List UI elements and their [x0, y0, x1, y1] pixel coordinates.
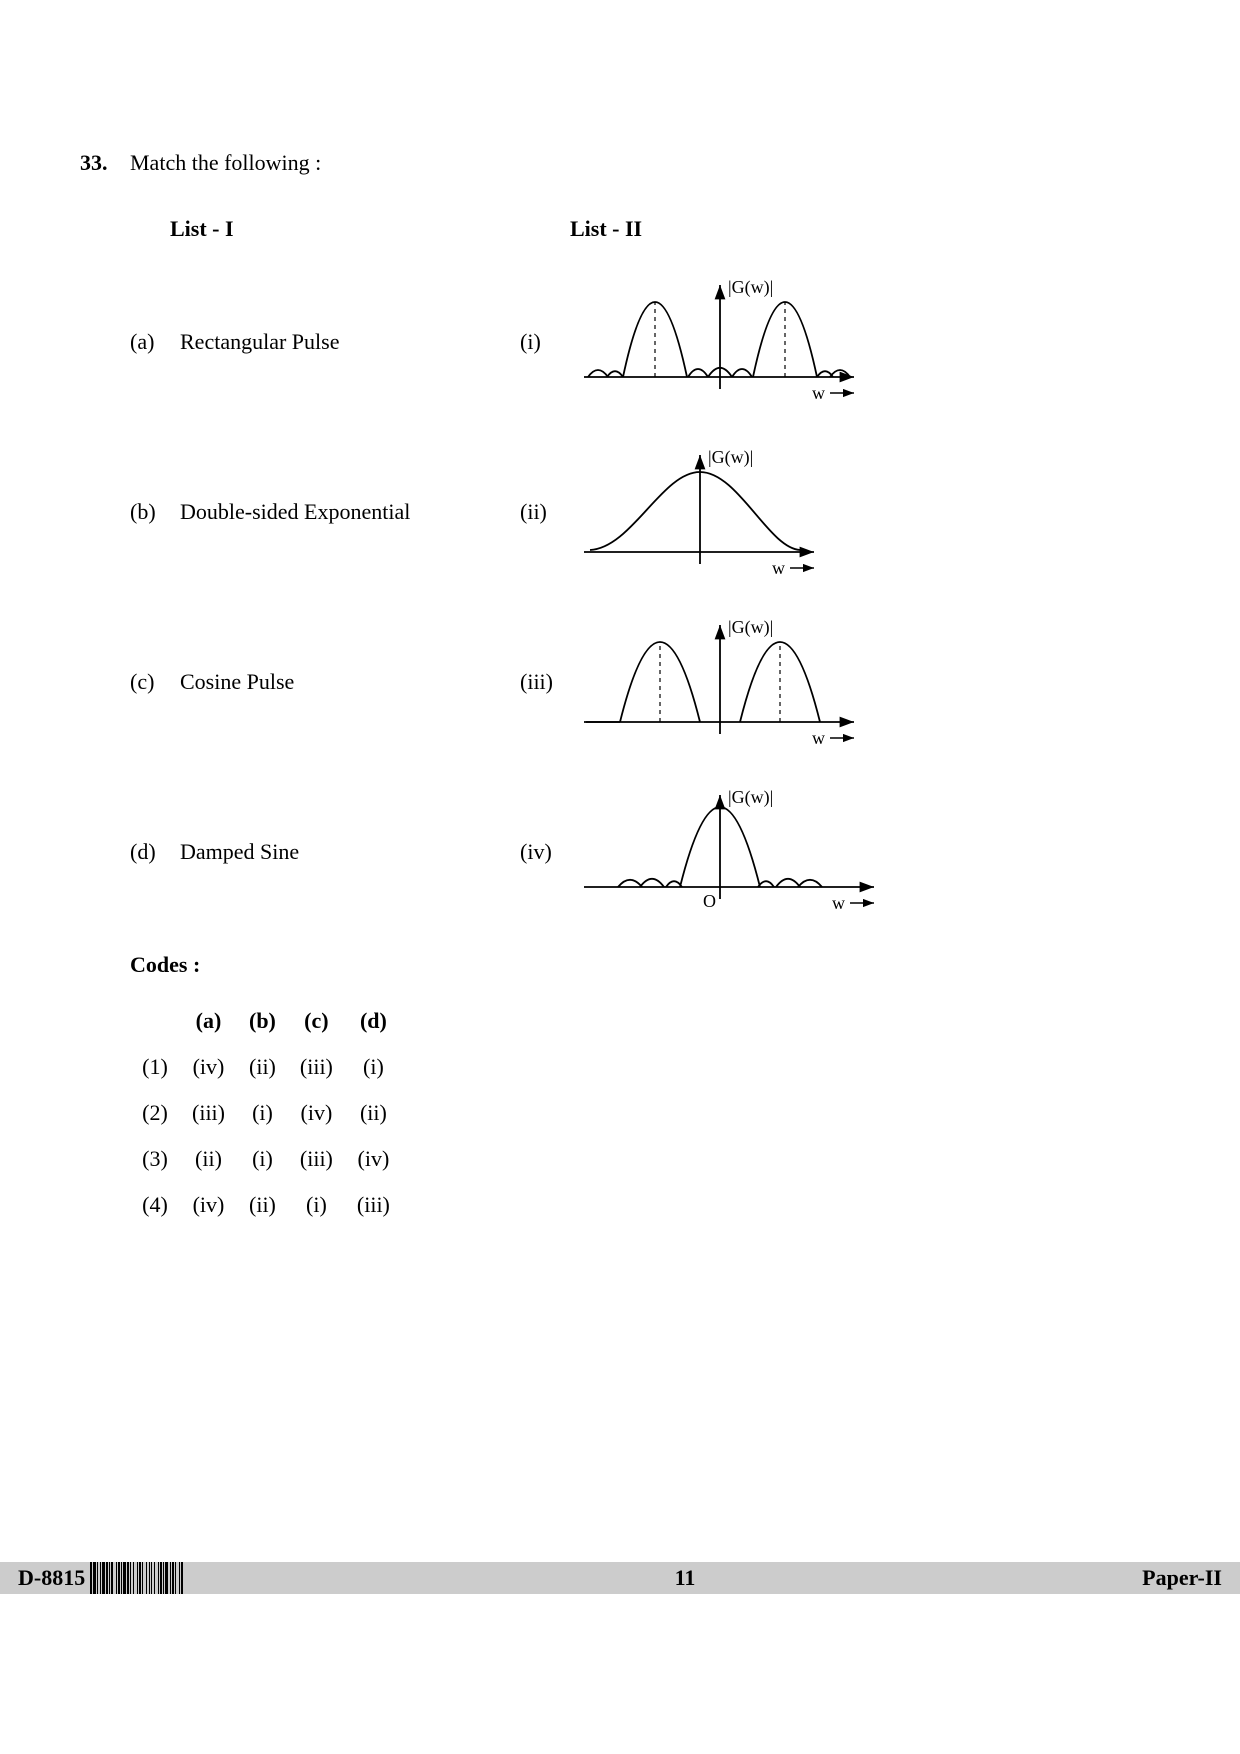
codes-header-a: (a) [180, 998, 237, 1044]
codes-4-a: (iv) [180, 1182, 237, 1228]
codes-num-1: (1) [130, 1044, 180, 1090]
svg-text:O: O [703, 891, 716, 911]
svg-text:|G(w)|: |G(w)| [728, 617, 773, 638]
lists-header: List - I List - II [80, 216, 1160, 242]
svg-text:|G(w)|: |G(w)| [728, 787, 773, 808]
codes-1-a: (iv) [180, 1044, 237, 1090]
codes-num-3: (3) [130, 1136, 180, 1182]
list1-header: List - I [170, 216, 570, 242]
item-text-b: Double-sided Exponential [180, 499, 520, 525]
item-roman-ii: (ii) [520, 499, 580, 525]
item-letter-b: (b) [130, 499, 180, 525]
item-text-c: Cosine Pulse [180, 669, 520, 695]
svg-text:w: w [812, 383, 825, 403]
codes-row-1: (1) (iv) (ii) (iii) (i) [130, 1044, 402, 1090]
item-letter-d: (d) [130, 839, 180, 865]
codes-row-4: (4) (iv) (ii) (i) (iii) [130, 1182, 402, 1228]
codes-4-d: (iii) [345, 1182, 402, 1228]
codes-row-3: (3) (ii) (i) (iii) (iv) [130, 1136, 402, 1182]
graph-iii: |G(w)| w [580, 617, 1160, 747]
page-content: 33. Match the following : List - I List … [0, 0, 1240, 1228]
codes-header-row: (a) (b) (c) (d) [130, 998, 402, 1044]
barcode-icon [90, 1562, 270, 1594]
item-text-d: Damped Sine [180, 839, 520, 865]
codes-num-4: (4) [130, 1182, 180, 1228]
codes-header-blank [130, 998, 180, 1044]
codes-2-d: (ii) [345, 1090, 402, 1136]
codes-label: Codes : [130, 952, 1160, 978]
graph-ii: |G(w)| w [580, 447, 1160, 577]
item-text-a: Rectangular Pulse [180, 329, 520, 355]
codes-3-a: (ii) [180, 1136, 237, 1182]
codes-4-b: (ii) [237, 1182, 288, 1228]
codes-2-a: (iii) [180, 1090, 237, 1136]
codes-num-2: (2) [130, 1090, 180, 1136]
item-roman-iii: (iii) [520, 669, 580, 695]
svg-text:|G(w)|: |G(w)| [728, 277, 773, 298]
svg-text:w: w [832, 893, 845, 913]
codes-header-b: (b) [237, 998, 288, 1044]
footer-page-num: 11 [270, 1565, 1100, 1591]
question-text: Match the following : [130, 150, 1160, 176]
codes-1-c: (iii) [288, 1044, 345, 1090]
page-footer: D-8815 11 Paper-II [0, 1562, 1240, 1594]
codes-2-c: (iv) [288, 1090, 345, 1136]
item-letter-c: (c) [130, 669, 180, 695]
graph-iv: |G(w)| w O [580, 787, 1160, 917]
svg-text:w: w [812, 728, 825, 747]
match-row-c: (c) Cosine Pulse (iii) |G(w)| w [80, 612, 1160, 752]
item-letter-a: (a) [130, 329, 180, 355]
question-row: 33. Match the following : [80, 150, 1160, 176]
codes-3-b: (i) [237, 1136, 288, 1182]
codes-4-c: (i) [288, 1182, 345, 1228]
footer-code: D-8815 [0, 1565, 90, 1591]
svg-text:|G(w)|: |G(w)| [708, 447, 753, 468]
match-row-a: (a) Rectangular Pulse (i) |G(w)| w [80, 272, 1160, 412]
codes-1-b: (ii) [237, 1044, 288, 1090]
codes-table: (a) (b) (c) (d) (1) (iv) (ii) (iii) (i) … [130, 998, 402, 1228]
item-roman-iv: (iv) [520, 839, 580, 865]
item-roman-i: (i) [520, 329, 580, 355]
codes-1-d: (i) [345, 1044, 402, 1090]
codes-3-d: (iv) [345, 1136, 402, 1182]
svg-text:w: w [772, 558, 785, 577]
question-number: 33. [80, 150, 130, 176]
codes-header-d: (d) [345, 998, 402, 1044]
match-row-d: (d) Damped Sine (iv) |G(w)| w O [80, 782, 1160, 922]
graph-i: |G(w)| w [580, 277, 1160, 407]
codes-row-2: (2) (iii) (i) (iv) (ii) [130, 1090, 402, 1136]
codes-2-b: (i) [237, 1090, 288, 1136]
match-row-b: (b) Double-sided Exponential (ii) |G(w)|… [80, 442, 1160, 582]
codes-3-c: (iii) [288, 1136, 345, 1182]
footer-paper: Paper-II [1100, 1565, 1240, 1591]
codes-header-c: (c) [288, 998, 345, 1044]
list2-header: List - II [570, 216, 642, 242]
